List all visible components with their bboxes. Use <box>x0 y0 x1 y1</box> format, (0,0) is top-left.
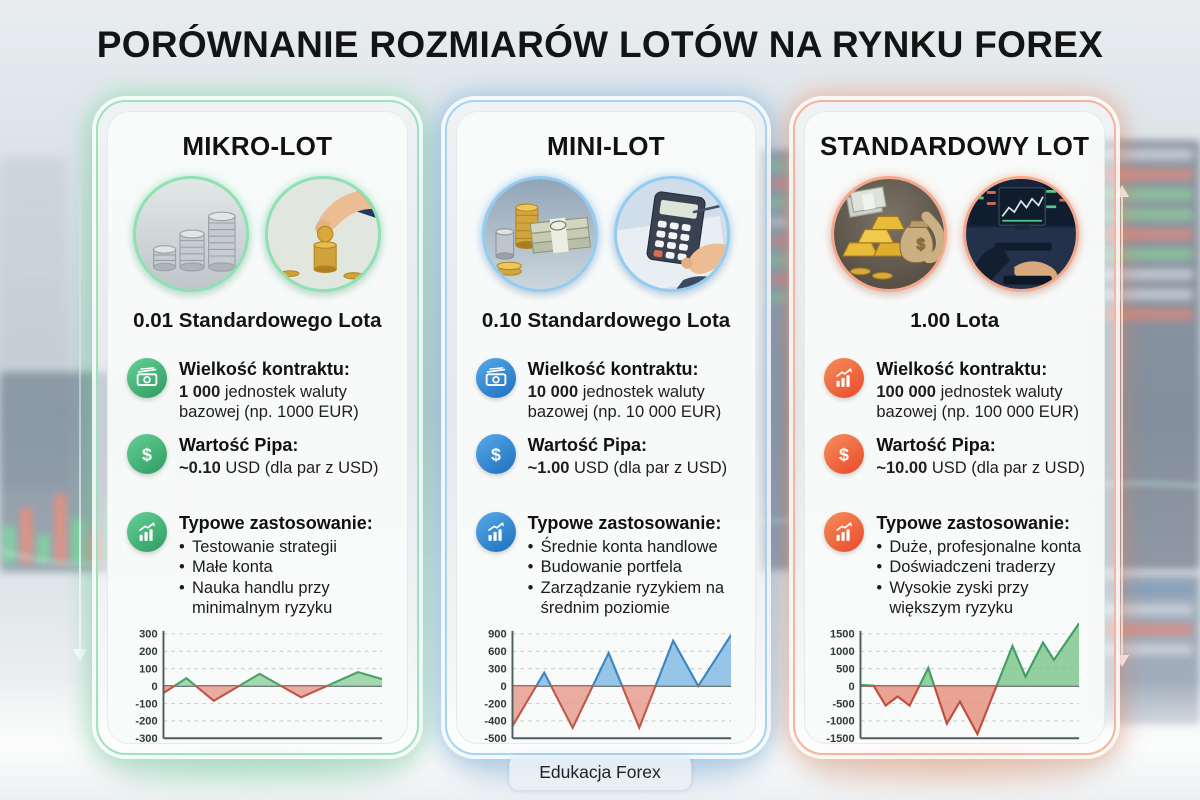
usage-row: Typowe zastosowanie: Średnie konta handl… <box>470 509 743 627</box>
usage-item: Średnie konta handlowe <box>528 537 737 558</box>
svg-text:100: 100 <box>139 663 158 675</box>
gold-bars-money-bags-image: $ <box>830 176 947 292</box>
contract-size-text: Wielkość kontraktu: 1 000 jednostek walu… <box>179 359 359 421</box>
usage-row: Typowe zastosowanie: Testowanie strategi… <box>121 509 394 627</box>
footer-label: Edukacja Forex <box>509 755 691 790</box>
svg-text:-500: -500 <box>833 698 855 710</box>
photo-circles: $ <box>818 176 1091 292</box>
svg-text:-1500: -1500 <box>827 733 855 745</box>
pnl-chart-mini: 900 600 300 0 -200 -400 -500 <box>472 628 739 746</box>
svg-text:$: $ <box>916 236 925 253</box>
dollar-icon: $ <box>824 434 865 475</box>
svg-text:$: $ <box>142 445 152 465</box>
svg-text:-100: -100 <box>135 698 157 710</box>
calculator-hands-image <box>614 176 730 292</box>
pip-value-row: $ Wartość Pipa: ~0.10 USD (dla par z USD… <box>121 431 394 487</box>
svg-text:0: 0 <box>500 681 506 693</box>
chart-icon <box>127 512 167 553</box>
usage-list: Duże, profesjonalne kontaDoświadczeni tr… <box>876 537 1085 619</box>
usage-item: Duże, profesjonalne konta <box>876 537 1085 558</box>
lot-size-label: 1.00 Lota <box>910 309 1000 332</box>
pip-value-text: Wartość Pipa: ~10.00 USD (dla par z USD) <box>876 435 1085 477</box>
usage-item: Doświadczeni traderzy <box>876 557 1085 578</box>
card-mini-lot-content: MINI-LOT <box>455 111 757 746</box>
pip-value-text: Wartość Pipa: ~0.10 USD (dla par z USD) <box>179 435 379 477</box>
photo-circles <box>121 176 394 292</box>
card-glow-reflection <box>815 762 1085 778</box>
pip-value-row: $ Wartość Pipa: ~10.00 USD (dla par z US… <box>818 431 1091 487</box>
svg-text:600: 600 <box>488 646 507 658</box>
usage-item: Budowanie portfela <box>528 557 737 578</box>
pip-value-row: $ Wartość Pipa: ~1.00 USD (dla par z USD… <box>470 431 743 487</box>
svg-text:0: 0 <box>151 681 157 693</box>
usage-item: Wysokie zyski przy większym ryzyku <box>876 578 1085 619</box>
card-title: MINI-LOT <box>547 131 665 161</box>
svg-text:1000: 1000 <box>830 646 855 658</box>
usage-list: Testowanie strategiiMałe kontaNauka hand… <box>179 537 388 619</box>
card-glow-reflection <box>120 762 390 778</box>
svg-text:0: 0 <box>849 681 855 693</box>
contract-size-text: Wielkość kontraktu: 100 000 jednostek wa… <box>876 359 1080 421</box>
svg-text:$: $ <box>491 445 501 465</box>
svg-text:1500: 1500 <box>830 628 855 640</box>
lot-size-label: 0.10 Standardowego Lota <box>481 309 731 332</box>
usage-list: Średnie konta handloweBudowanie portfela… <box>528 537 737 619</box>
svg-text:200: 200 <box>139 646 158 658</box>
contract-size-row: Wielkość kontraktu: 1 000 jednostek walu… <box>121 355 394 431</box>
trading-desk-screens-image <box>962 176 1079 292</box>
card-standardowy-lot-content: STANDARDOWY LOT <box>804 111 1106 746</box>
up-down-arrow-decoration <box>1115 185 1129 667</box>
svg-text:-500: -500 <box>484 733 506 745</box>
usage-item: Małe konta <box>179 557 388 578</box>
svg-text:-300: -300 <box>135 733 157 745</box>
dollar-icon: $ <box>475 434 516 475</box>
contract-size-row: Wielkość kontraktu: 100 000 jednostek wa… <box>818 355 1091 431</box>
coins-and-banknotes-image <box>482 176 598 292</box>
photo-circles <box>470 176 743 292</box>
background-price-table <box>0 158 66 488</box>
svg-text:-1000: -1000 <box>827 715 855 727</box>
chart-icon <box>824 512 865 553</box>
coin-stacks-image <box>133 176 250 292</box>
svg-text:$: $ <box>839 445 849 465</box>
usage-text: Typowe zastosowanie: Testowanie strategi… <box>179 512 388 618</box>
chart-icon <box>824 358 865 398</box>
hand-placing-coin-image <box>265 176 382 292</box>
svg-text:300: 300 <box>139 628 158 640</box>
contract-size-text: Wielkość kontraktu: 10 000 jednostek wal… <box>527 359 722 421</box>
svg-text:-200: -200 <box>135 715 157 727</box>
svg-text:-400: -400 <box>484 715 506 727</box>
usage-item: Testowanie strategii <box>179 537 388 558</box>
dollar-icon: $ <box>127 434 167 475</box>
card-mikro-lot-content: MIKRO-LOT <box>107 111 408 746</box>
card-title: STANDARDOWY LOT <box>820 131 1090 161</box>
banknote-icon <box>127 358 167 398</box>
usage-text: Typowe zastosowanie: Duże, profesjonalne… <box>876 512 1085 618</box>
card-standardowy-lot: STANDARDOWY LOT <box>793 100 1117 755</box>
svg-text:900: 900 <box>488 628 507 640</box>
usage-item: Zarządzanie ryzykiem na średnim poziomie <box>528 578 737 619</box>
contract-size-row: Wielkość kontraktu: 10 000 jednostek wal… <box>470 355 743 431</box>
page-title: PORÓWNANIE ROZMIARÓW LOTÓW NA RYNKU FORE… <box>96 24 1104 65</box>
usage-item: Nauka handlu przy minimalnym ryzyku <box>179 578 388 619</box>
svg-text:500: 500 <box>836 663 855 675</box>
pnl-chart-standard: 1500 1000 500 0 -500 -1000 -1500 <box>820 622 1087 746</box>
card-title: MIKRO-LOT <box>182 131 333 161</box>
card-mikro-lot: MIKRO-LOT <box>96 100 419 755</box>
pnl-chart-mikro: 300 200 100 0 -100 -200 -300 <box>123 628 390 746</box>
pip-value-text: Wartość Pipa: ~1.00 USD (dla par z USD) <box>527 435 728 477</box>
banknote-icon <box>475 358 516 398</box>
svg-text:300: 300 <box>488 663 507 675</box>
svg-text:-200: -200 <box>484 698 506 710</box>
usage-text: Typowe zastosowanie: Średnie konta handl… <box>528 512 737 618</box>
usage-row: Typowe zastosowanie: Duże, profesjonalne… <box>818 509 1091 627</box>
lot-cards-row: MIKRO-LOT <box>96 100 1117 755</box>
down-arrow-decoration <box>73 178 87 661</box>
chart-icon <box>475 512 516 553</box>
card-mini-lot: MINI-LOT <box>444 100 768 755</box>
lot-size-label: 0.01 Standardowego Lota <box>133 309 382 332</box>
